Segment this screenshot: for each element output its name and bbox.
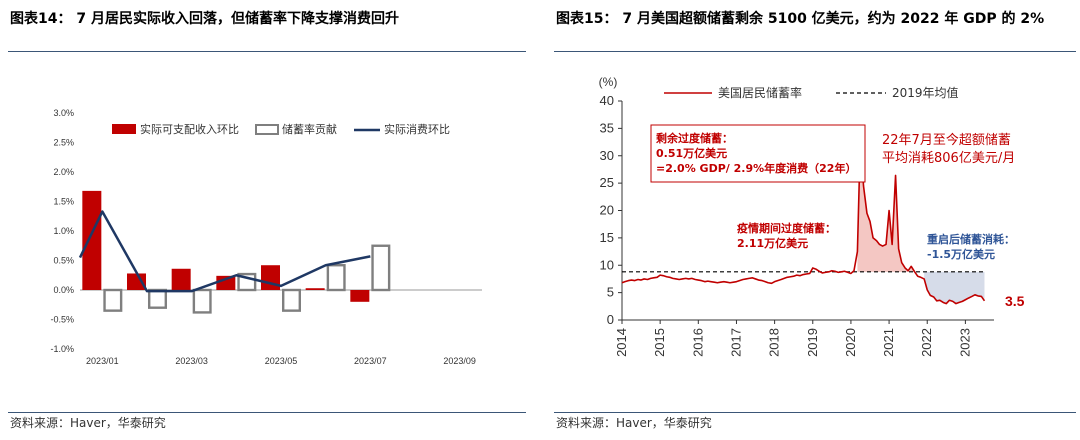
x-tick-label: 2023/03 (175, 356, 208, 366)
saving-contribution-bar (371, 244, 391, 292)
legend-income-label: 实际可支配收入环比 (140, 122, 239, 136)
reopening-depletion-note: -1.5万亿美元 (927, 247, 995, 261)
consumption-line (78, 210, 371, 293)
income-bar (305, 288, 325, 290)
legend-saving-rate-label: 美国居民储蓄率 (718, 85, 802, 100)
x-tick-label: 2020 (843, 328, 858, 357)
income-bar (82, 190, 102, 290)
y-tick-label: 1.0% (53, 226, 74, 236)
right-source-note: 资料来源：Haver，华泰研究 (556, 416, 712, 430)
left-title-divider (8, 51, 526, 52)
legend-saving-swatch (255, 124, 279, 135)
x-tick-label: 2017 (728, 328, 743, 357)
saving-contribution-bar (147, 288, 167, 309)
remaining-excess-text: =2.0% GDP/ 2.9%年度消费（22年） (656, 161, 856, 175)
y-tick-label: 35 (600, 120, 614, 135)
right-footer-divider (554, 412, 1076, 413)
y-tick-label: 40 (600, 93, 614, 108)
y-tick-label: -1.0% (50, 344, 74, 354)
y-tick-label: 20 (600, 203, 614, 218)
saving-contribution-bar (192, 288, 212, 314)
y-tick-label: 2.0% (53, 167, 74, 177)
right-chart-panel: 图表15： 7 月美国超额储蓄剩余 5100 亿美元，约为 2022 年 GDP… (552, 0, 1080, 440)
saving-contribution-bar (237, 272, 257, 292)
right-chart-title: 图表15： 7 月美国超额储蓄剩余 5100 亿美元，约为 2022 年 GDP… (556, 11, 1045, 27)
pandemic-excess-note: 疫情期间过度储蓄： (737, 221, 836, 235)
saving-depletion-area (924, 271, 985, 304)
left-source-note: 资料来源：Haver，华泰研究 (10, 416, 166, 430)
monthly-depletion-note: 平均消耗806亿美元/月 (882, 151, 1015, 166)
x-tick-label: 2018 (767, 328, 782, 357)
y-tick-label: 0 (607, 312, 614, 327)
x-tick-label: 2019 (805, 328, 820, 357)
y-tick-label: -0.5% (50, 315, 74, 325)
y-axis-unit-label: (%) (599, 75, 618, 89)
left-chart-panel: 图表14： 7 月居民实际收入回落，但储蓄率下降支撑消费回升 3.0% 2.5% 2… (0, 0, 530, 440)
x-tick-label: 2016 (690, 328, 705, 357)
remaining-excess-box (650, 124, 866, 183)
reopening-depletion-note: 重启后储蓄消耗： (927, 232, 1015, 246)
y-tick-label: 25 (600, 175, 614, 190)
x-tick-label: 2023/09 (443, 356, 476, 366)
saving-contribution-bar (326, 264, 346, 292)
y-tick-label: 0.5% (53, 256, 74, 266)
remaining-excess-text: 0.51万亿美元 (656, 146, 727, 160)
legend-consumption-label: 实际消费环比 (384, 122, 450, 136)
saving-rate-line (621, 134, 986, 305)
y-tick-label: 30 (600, 148, 614, 163)
x-tick-label: 2023/01 (86, 356, 119, 366)
legend-saving-label: 储蓄率贡献 (282, 122, 337, 136)
remaining-excess-text: 剩余过度储蓄： (656, 131, 733, 145)
legend-avg-label: 2019年均值 (892, 85, 959, 100)
y-tick-label: 15 (600, 230, 614, 245)
legend-income-swatch (112, 124, 136, 134)
y-tick-label: 0.0% (53, 285, 74, 295)
left-bar-chart: 3.0% 2.5% 2.0% 1.5% 1.0% 0.5% 0.0% -0.5% -1.0% 20… (50, 108, 482, 366)
left-footer-divider (8, 412, 526, 413)
saving-contribution-bar (282, 288, 302, 312)
y-tick-label: 10 (600, 257, 614, 272)
x-tick-label: 2023/05 (265, 356, 298, 366)
last-value-label: 3.5 (1005, 293, 1025, 309)
x-tick-label: 2015 (652, 328, 667, 357)
income-bar (261, 265, 280, 290)
x-tick-label: 2023 (957, 328, 972, 357)
monthly-depletion-note: 22年7月至今超额储蓄 (882, 132, 1011, 148)
pandemic-excess-note: 2.11万亿美元 (737, 236, 808, 250)
income-bar (127, 273, 146, 290)
y-tick-label: 1.5% (53, 197, 74, 207)
y-tick-label: 5 (607, 285, 614, 300)
excess-saving-area (857, 134, 921, 272)
y-tick-label: 2.5% (53, 138, 74, 148)
saving-contribution-bar (103, 288, 123, 312)
right-title-divider (554, 51, 1076, 52)
x-tick-label: 2021 (881, 328, 896, 357)
income-bar (350, 290, 370, 302)
income-bar (171, 268, 191, 290)
x-tick-label: 2023/07 (354, 356, 387, 366)
left-chart-title: 图表14： 7 月居民实际收入回落，但储蓄率下降支撑消费回升 (10, 11, 399, 27)
x-tick-label: 2014 (614, 328, 629, 357)
x-tick-label: 2022 (919, 328, 934, 357)
y-tick-label: 3.0% (53, 108, 74, 118)
right-line-chart: (%) 0 5 10 15 20 25 30 35 40 2014 2015 2016 2017 2018 2… (599, 75, 1025, 357)
